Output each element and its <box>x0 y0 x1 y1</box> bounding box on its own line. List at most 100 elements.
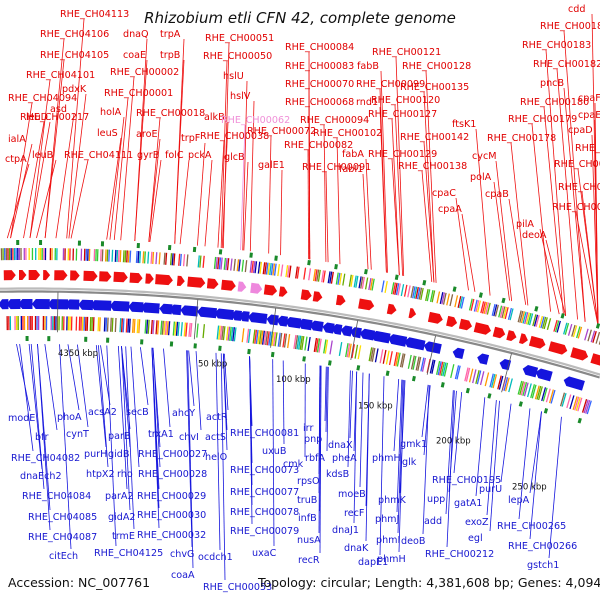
category-bar <box>255 329 259 344</box>
gene-label-bottom: secB <box>126 407 149 418</box>
category-bar <box>464 367 469 382</box>
category-bar <box>395 352 400 367</box>
category-bar <box>177 321 180 336</box>
category-bar <box>179 253 182 266</box>
leader-line <box>396 379 403 513</box>
category-bar <box>262 262 266 275</box>
category-bar <box>520 381 526 396</box>
category-bar <box>449 294 454 307</box>
gene-label-top: leuB <box>32 150 53 161</box>
category-bar <box>232 327 236 342</box>
category-bar <box>566 394 572 409</box>
category-bar <box>220 257 223 270</box>
gene-label-top: RHE_CH00068 <box>285 97 354 108</box>
gene-label-bottom: exoZ <box>465 517 489 528</box>
leader-line <box>77 344 89 428</box>
leader-line <box>68 93 87 239</box>
gene-label-bottom: purH <box>84 449 107 460</box>
gene-label-top: RHE_CH04113 <box>60 9 129 20</box>
leader-line <box>545 239 567 317</box>
gene-label-top: RHE_CH00135 <box>400 82 469 93</box>
category-bar <box>327 271 331 284</box>
forward-gene-arrow <box>519 333 528 344</box>
leader-line <box>380 70 388 273</box>
leader-line <box>508 198 527 305</box>
category-bar <box>473 299 478 312</box>
label-leader-lines <box>6 13 599 581</box>
category-bar <box>357 345 362 360</box>
reverse-gene-arrow <box>276 315 288 327</box>
gene-label-top: RHE_CH00178 <box>487 133 556 144</box>
category-bar <box>324 339 329 354</box>
category-bar <box>509 308 514 321</box>
forward-gene-arrow <box>300 289 312 301</box>
category-bar <box>272 263 276 276</box>
category-bar <box>479 371 485 386</box>
gene-label-top: cycM <box>472 151 497 162</box>
category-bar <box>450 364 455 379</box>
gene-label-bottom: gidB <box>108 449 129 460</box>
category-bar <box>128 318 131 333</box>
gene-label-bottom: ocdch1 <box>198 552 233 563</box>
category-bar <box>540 316 545 329</box>
category-bar <box>122 250 125 263</box>
leader-line <box>149 159 162 242</box>
category-bar <box>127 318 130 333</box>
category-bar <box>348 343 352 358</box>
leader-line <box>36 159 57 239</box>
reverse-gene-arrow <box>140 302 160 314</box>
gene-label-bottom: modE <box>8 413 35 424</box>
category-bar <box>592 330 597 343</box>
category-bar <box>346 343 351 358</box>
category-bar <box>371 347 376 362</box>
leader-line <box>324 366 327 422</box>
category-bar <box>537 386 543 401</box>
category-bar <box>216 325 220 340</box>
gene-label-top: cpaF <box>578 93 600 104</box>
leader-line <box>423 385 431 456</box>
gene-label-bottom: kdsB <box>326 469 349 480</box>
gene-label-top: RHE_CH00072 <box>247 126 316 137</box>
category-bar <box>361 276 366 289</box>
category-bar <box>258 330 262 345</box>
category-bar <box>274 332 278 347</box>
category-bar <box>519 310 524 323</box>
leader-line <box>100 345 111 406</box>
marker-tick <box>560 313 565 319</box>
gene-label-top: RHE_CH00175 <box>558 182 600 193</box>
scale-label: 200 kbp <box>436 437 471 447</box>
category-bar <box>106 317 109 332</box>
gene-label-top: ctpA <box>5 154 27 165</box>
category-bar <box>417 356 422 371</box>
category-bar <box>241 259 245 272</box>
gene-label-top: gyrB <box>137 150 159 161</box>
category-bar <box>546 318 552 331</box>
gene-label-top: RHE_CH00182 <box>533 59 600 70</box>
marker-tick <box>452 286 457 292</box>
leader-line <box>391 118 400 276</box>
gene-label-bottom: coaA <box>171 570 195 581</box>
gene-label-top: glcB <box>224 152 245 163</box>
category-bar <box>247 328 251 344</box>
category-bar <box>312 269 316 282</box>
category-bar <box>536 385 542 400</box>
leader-line <box>397 379 404 534</box>
category-bar <box>129 250 132 263</box>
gene-label-bottom: RHE_CH00078 <box>230 507 299 518</box>
reverse-gene-arrow <box>322 322 335 334</box>
gene-label-top: RHE_CH00050 <box>203 51 272 62</box>
leader-line <box>117 345 128 490</box>
category-bar <box>259 261 263 274</box>
leader-line <box>109 116 125 240</box>
gene-label-bottom: RHE_CH04125 <box>94 548 163 559</box>
category-bar <box>503 377 509 391</box>
category-bar <box>160 320 163 335</box>
category-bar <box>401 353 406 368</box>
gene-label-bottom: RHE_CH00265 <box>497 521 566 532</box>
leader-line <box>272 359 275 547</box>
category-bar <box>261 330 265 345</box>
marker-tick <box>543 408 549 414</box>
gene-label-top: RHE_CH00082 <box>284 140 353 151</box>
gene-label-bottom: gatA1 <box>454 498 482 509</box>
